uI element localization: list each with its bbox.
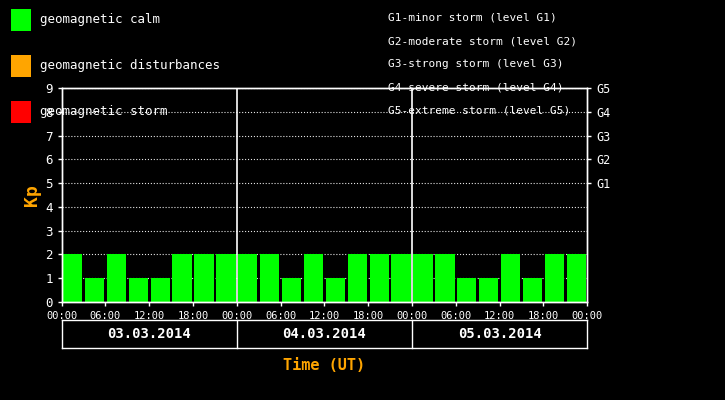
Bar (348, 254, 367, 302)
Bar (457, 278, 476, 302)
Text: G2-moderate storm (level G2): G2-moderate storm (level G2) (388, 36, 577, 46)
Bar (107, 254, 126, 302)
Bar (173, 254, 191, 302)
Bar (370, 254, 389, 302)
Text: geomagnetic storm: geomagnetic storm (40, 106, 167, 118)
Bar (413, 254, 433, 302)
Bar (63, 254, 82, 302)
Bar (151, 278, 170, 302)
Text: 05.03.2014: 05.03.2014 (457, 327, 542, 341)
Bar (85, 278, 104, 302)
Bar (501, 254, 521, 302)
Bar (194, 254, 214, 302)
Bar (523, 278, 542, 302)
Bar (392, 254, 411, 302)
Text: G1-minor storm (level G1): G1-minor storm (level G1) (388, 13, 557, 23)
Bar (435, 254, 455, 302)
Bar (544, 254, 564, 302)
Bar (216, 254, 236, 302)
Bar (238, 254, 257, 302)
Text: geomagnetic disturbances: geomagnetic disturbances (40, 60, 220, 72)
Bar (260, 254, 279, 302)
Bar (567, 254, 586, 302)
Text: 04.03.2014: 04.03.2014 (283, 327, 366, 341)
Text: Time (UT): Time (UT) (283, 358, 365, 374)
Text: G4-severe storm (level G4): G4-severe storm (level G4) (388, 83, 563, 93)
Text: G5-extreme storm (level G5): G5-extreme storm (level G5) (388, 106, 570, 116)
Bar (304, 254, 323, 302)
Bar (326, 278, 345, 302)
Text: G3-strong storm (level G3): G3-strong storm (level G3) (388, 60, 563, 70)
Bar (282, 278, 301, 302)
Text: 03.03.2014: 03.03.2014 (107, 327, 191, 341)
Bar (479, 278, 498, 302)
Y-axis label: Kp: Kp (23, 184, 41, 206)
Bar (128, 278, 148, 302)
Text: geomagnetic calm: geomagnetic calm (40, 14, 160, 26)
